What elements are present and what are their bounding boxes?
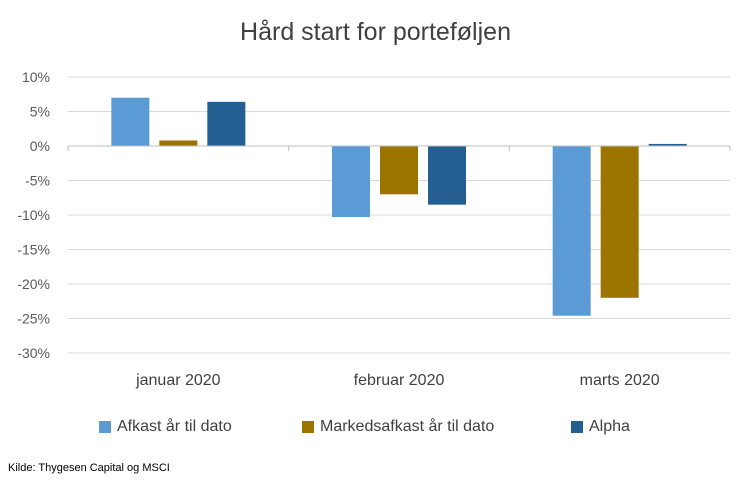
bar: [648, 143, 687, 146]
y-tick-label: -10%: [17, 207, 50, 223]
legend-label-afkast: Afkast år til dato: [117, 418, 232, 435]
bar: [380, 146, 418, 195]
legend-label-markedsafkast: Markedsafkast år til dato: [320, 418, 495, 435]
bar: [332, 146, 370, 218]
legend-swatch-afkast: [99, 421, 111, 433]
y-tick-label: -5%: [25, 173, 50, 189]
x-tick-label: januar 2020: [135, 372, 221, 389]
y-tick-label: -15%: [17, 242, 50, 258]
legend-swatch-markedsafkast: [302, 421, 314, 433]
legend-swatch-alpha: [571, 421, 583, 433]
y-tick-label: -30%: [17, 345, 50, 361]
chart-legend: Afkast år til dato Markedsafkast år til …: [0, 418, 751, 440]
bar: [552, 146, 591, 316]
x-tick-label: marts 2020: [580, 372, 660, 389]
y-tick-label: 0%: [30, 138, 50, 154]
x-tick-label: februar 2020: [354, 372, 445, 389]
bar: [159, 140, 198, 146]
chart-title: Hård start for porteføljen: [240, 18, 511, 46]
source-note: Kilde: Thygesen Capital og MSCI: [8, 462, 170, 474]
legend-label-alpha: Alpha: [589, 418, 630, 435]
bar: [600, 146, 639, 298]
bar: [111, 97, 150, 146]
legend-item-markedsafkast: Markedsafkast år til dato: [302, 418, 494, 436]
y-tick-label: -20%: [17, 276, 50, 292]
legend-item-alpha: Alpha: [571, 418, 630, 436]
y-tick-label: 10%: [22, 69, 50, 85]
y-tick-label: -25%: [17, 311, 50, 327]
bar: [207, 101, 246, 146]
legend-item-afkast: Afkast år til dato: [99, 418, 232, 436]
bar: [428, 146, 466, 205]
y-tick-label: 5%: [30, 104, 50, 120]
